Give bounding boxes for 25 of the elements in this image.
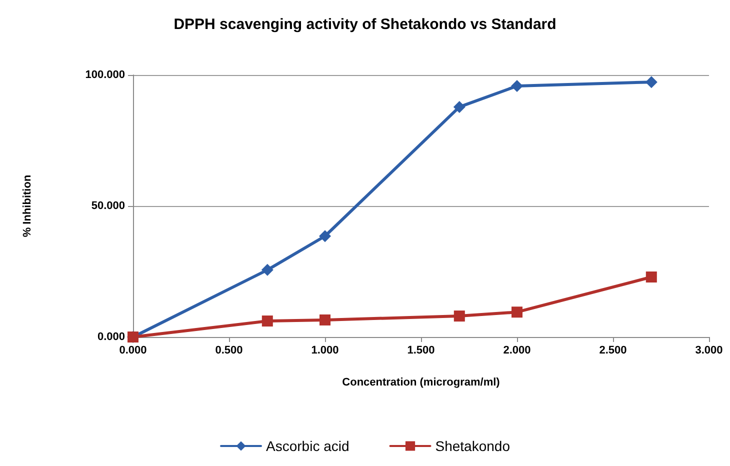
point — [511, 80, 523, 92]
point — [512, 306, 522, 318]
x-tick-label: 1.000 — [311, 344, 339, 356]
x-tick-label: 0.000 — [119, 344, 147, 356]
y-axis-title: % Inhibition — [22, 174, 34, 238]
x-tick-label: 3.000 — [695, 344, 723, 356]
y-tick-label: 0.000 — [97, 331, 125, 343]
chart-title: DPPH scavenging activity of Shetakondo vs Standard — [174, 16, 556, 33]
point — [454, 310, 465, 322]
x-tick-label: 2.000 — [503, 344, 531, 356]
legend-label: Shetakondo — [435, 438, 510, 454]
point — [646, 272, 657, 282]
point — [261, 264, 274, 276]
point — [262, 316, 273, 327]
point — [320, 314, 330, 326]
point — [319, 230, 331, 242]
x-tick-label: 0.500 — [215, 344, 243, 356]
y-tick-label: 50.000 — [91, 200, 125, 212]
legend-label: Ascorbic acid — [266, 438, 350, 454]
x-tick-label: 2.500 — [599, 344, 627, 356]
point — [645, 76, 658, 88]
point — [453, 100, 466, 113]
x-axis-title: Concentration (microgram/ml) — [342, 376, 500, 388]
x-tick-label: 1.500 — [407, 344, 435, 356]
y-tick-label: 100.000 — [85, 69, 125, 81]
